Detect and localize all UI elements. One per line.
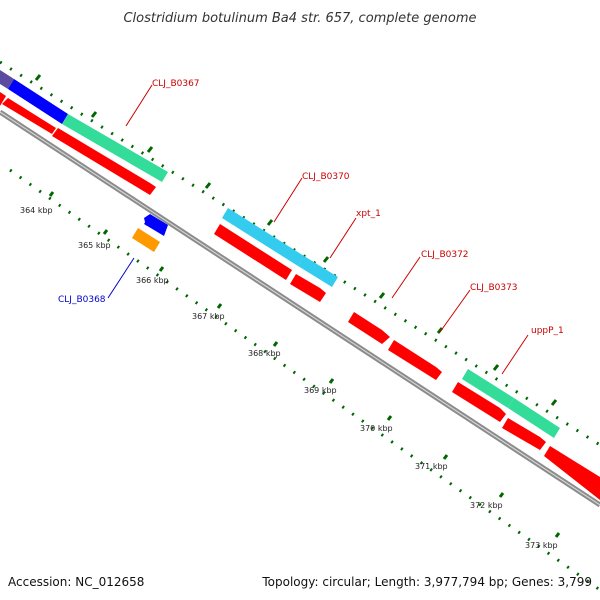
gene-label-xpt-1: xpt_1 xyxy=(356,209,381,219)
scale-label: 366 kbp xyxy=(136,276,169,285)
cds-feature xyxy=(2,98,56,134)
scale-label: 371 kbp xyxy=(415,462,448,471)
genome-summary-text: Topology: circular; Length: 3,977,794 bp… xyxy=(261,575,592,589)
gene-feature xyxy=(508,398,560,438)
cds-feature xyxy=(544,446,600,500)
scale-label: 364 kbp xyxy=(20,206,53,215)
gene-labels: CLJ_B0367 CLJ_B0370 xpt_1 CLJ_B0372 CLJ_… xyxy=(58,79,564,336)
scale-label: 369 kbp xyxy=(304,386,337,395)
rna-feature-arrow xyxy=(144,214,150,226)
gene-label-clj-b0372: CLJ_B0372 xyxy=(421,250,469,260)
gene-feature xyxy=(0,70,14,89)
gene-feature xyxy=(62,114,168,182)
scale-label: 365 kbp xyxy=(78,241,111,250)
cds-feature xyxy=(388,340,442,380)
gene-feature xyxy=(222,208,304,266)
scale-label: 370 kbp xyxy=(360,424,393,433)
reverse-features xyxy=(132,214,168,252)
cds-feature xyxy=(290,274,326,302)
map-title: Clostridium botulinum Ba4 str. 657, comp… xyxy=(123,11,476,26)
gene-label-clj-b0367: CLJ_B0367 xyxy=(152,79,200,89)
label-leaders xyxy=(107,84,529,375)
scale-label: 368 kbp xyxy=(248,349,281,358)
scale-label: 372 kbp xyxy=(470,501,503,510)
cds-feature xyxy=(452,382,506,422)
cds-feature xyxy=(214,224,292,280)
gene-track xyxy=(0,70,560,438)
cds-track xyxy=(0,92,600,500)
scale-label: 373 kbp xyxy=(525,541,558,550)
cds-feature xyxy=(0,92,6,106)
gene-label-clj-b0373: CLJ_B0373 xyxy=(470,283,518,293)
inner-major-ticks xyxy=(48,191,561,538)
gene-label-uppp-1: uppP_1 xyxy=(531,326,564,336)
gene-feature xyxy=(8,79,68,124)
scale-label: 367 kbp xyxy=(192,312,225,321)
gene-feature xyxy=(298,256,338,287)
genome-backbone xyxy=(0,109,600,508)
outer-major-ticks xyxy=(34,74,558,406)
cds-feature xyxy=(348,312,390,344)
accession-text: Accession: NC_012658 xyxy=(8,575,144,589)
cds-feature xyxy=(502,418,546,450)
cds-feature xyxy=(52,128,156,195)
rna-feature xyxy=(144,214,168,236)
gene-label-clj-b0368: CLJ_B0368 xyxy=(58,295,106,305)
inner-scale-track xyxy=(9,168,600,592)
gene-label-clj-b0370: CLJ_B0370 xyxy=(302,172,350,182)
gene-feature xyxy=(462,369,514,408)
scale-labels: 364 kbp 365 kbp 366 kbp 367 kbp 368 kbp … xyxy=(20,206,558,550)
other-feature xyxy=(132,228,160,252)
